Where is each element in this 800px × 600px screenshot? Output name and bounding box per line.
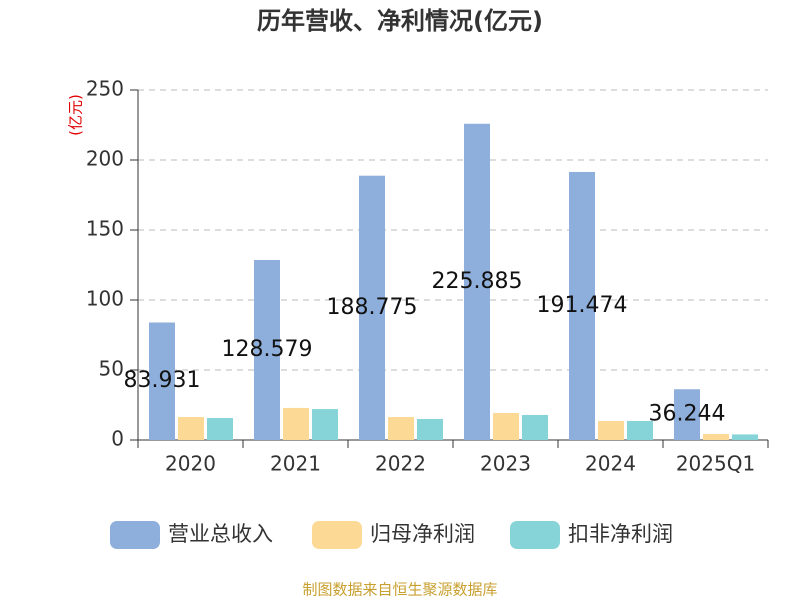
data-label: 225.885 bbox=[432, 269, 523, 294]
legend-swatch bbox=[312, 521, 362, 549]
bar bbox=[149, 322, 175, 440]
bar bbox=[522, 414, 548, 440]
bar bbox=[732, 434, 758, 440]
y-tick-label: 200 bbox=[86, 147, 124, 171]
y-tick-label: 100 bbox=[86, 287, 124, 311]
legend-label: 营业总收入 bbox=[168, 522, 273, 546]
legend-label: 扣非净利润 bbox=[568, 522, 673, 546]
bar bbox=[254, 259, 280, 440]
data-label: 191.474 bbox=[537, 293, 628, 318]
bar bbox=[417, 419, 443, 440]
legend-swatch bbox=[510, 521, 560, 549]
chart-title: 历年营收、净利情况(亿元) bbox=[257, 7, 543, 35]
legend-swatch bbox=[110, 521, 160, 549]
source-note: 制图数据来自恒生聚源数据库 bbox=[302, 581, 497, 599]
y-axis-label: (亿元) bbox=[67, 94, 85, 136]
bar bbox=[359, 175, 385, 440]
bar bbox=[627, 420, 653, 440]
bar bbox=[493, 412, 519, 440]
y-tick-label: 150 bbox=[86, 217, 124, 241]
legend-label: 归母净利润 bbox=[370, 522, 475, 546]
x-tick-label: 2024 bbox=[585, 452, 636, 476]
bar bbox=[283, 407, 309, 440]
x-tick-label: 2020 bbox=[165, 452, 216, 476]
bar bbox=[674, 389, 700, 440]
x-tick-label: 2021 bbox=[270, 452, 321, 476]
bar bbox=[598, 420, 624, 440]
y-tick-label: 250 bbox=[86, 77, 124, 101]
bar bbox=[464, 123, 490, 441]
x-tick-label: 2022 bbox=[375, 452, 426, 476]
bar bbox=[178, 417, 204, 440]
data-label: 128.579 bbox=[222, 337, 313, 362]
data-label: 36.244 bbox=[649, 402, 726, 427]
y-tick-label: 50 bbox=[99, 357, 124, 381]
data-label: 83.931 bbox=[124, 368, 201, 393]
data-label: 188.775 bbox=[327, 295, 418, 320]
bar bbox=[388, 417, 414, 440]
bar bbox=[703, 433, 729, 440]
bar bbox=[207, 418, 233, 440]
x-tick-label: 2025Q1 bbox=[676, 452, 755, 476]
bar bbox=[569, 171, 595, 440]
y-tick-label: 0 bbox=[111, 427, 124, 451]
x-tick-label: 2023 bbox=[480, 452, 531, 476]
bar bbox=[312, 409, 338, 440]
